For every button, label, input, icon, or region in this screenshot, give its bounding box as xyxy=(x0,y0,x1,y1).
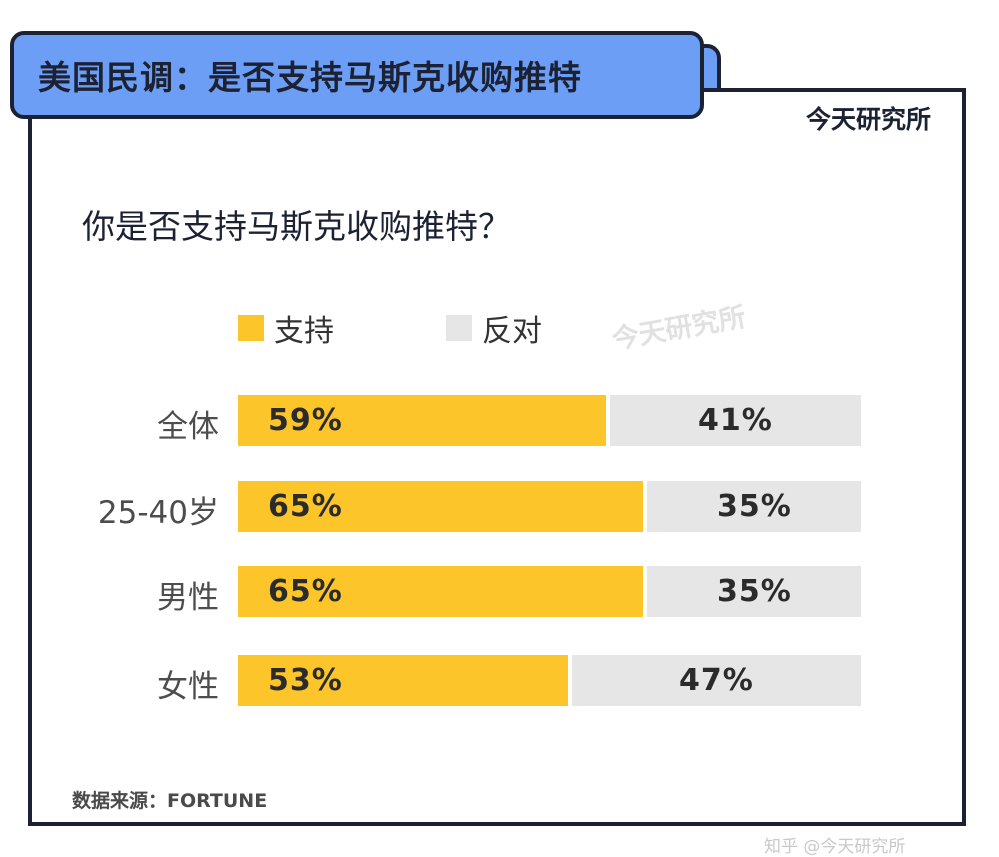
chart-title: 你是否支持马斯克收购推特？ xyxy=(82,207,511,246)
bar-oppose xyxy=(647,566,861,617)
bar-label-support: 65% xyxy=(268,489,343,524)
bar-label-oppose: 47% xyxy=(679,663,754,698)
category-label: 男性 xyxy=(157,580,219,616)
footer-watermark: 知乎 @今天研究所 xyxy=(764,837,906,857)
bar-support xyxy=(238,566,643,617)
bar-support xyxy=(238,655,568,706)
bar-support xyxy=(238,481,643,532)
bar-oppose xyxy=(647,481,861,532)
category-label: 全体 xyxy=(157,409,219,445)
bar-label-support: 53% xyxy=(268,663,343,698)
chart-card xyxy=(28,88,966,826)
brand-logo-text: 今天研究所 xyxy=(806,105,932,134)
source-note: 数据来源：FORTUNE xyxy=(72,790,268,812)
legend-swatch-support xyxy=(238,315,264,341)
category-label: 女性 xyxy=(157,669,219,705)
bar-oppose xyxy=(610,395,861,446)
bar-label-support: 65% xyxy=(268,574,343,609)
title-banner: 美国民调：是否支持马斯克收购推特 xyxy=(10,31,704,119)
legend-label-oppose: 反对 xyxy=(482,314,542,349)
bar-support xyxy=(238,395,606,446)
legend-swatch-oppose xyxy=(446,315,472,341)
bar-label-oppose: 41% xyxy=(698,403,773,438)
bar-label-oppose: 35% xyxy=(717,489,792,524)
bar-label-oppose: 35% xyxy=(717,574,792,609)
category-label: 25-40岁 xyxy=(97,495,219,531)
bar-oppose xyxy=(572,655,861,706)
page-title: 美国民调：是否支持马斯克收购推特 xyxy=(38,58,582,97)
bar-label-support: 59% xyxy=(268,403,343,438)
legend-item-oppose: 反对 xyxy=(446,308,542,349)
legend-label-support: 支持 xyxy=(274,314,334,349)
legend-item-support: 支持 xyxy=(238,308,334,349)
